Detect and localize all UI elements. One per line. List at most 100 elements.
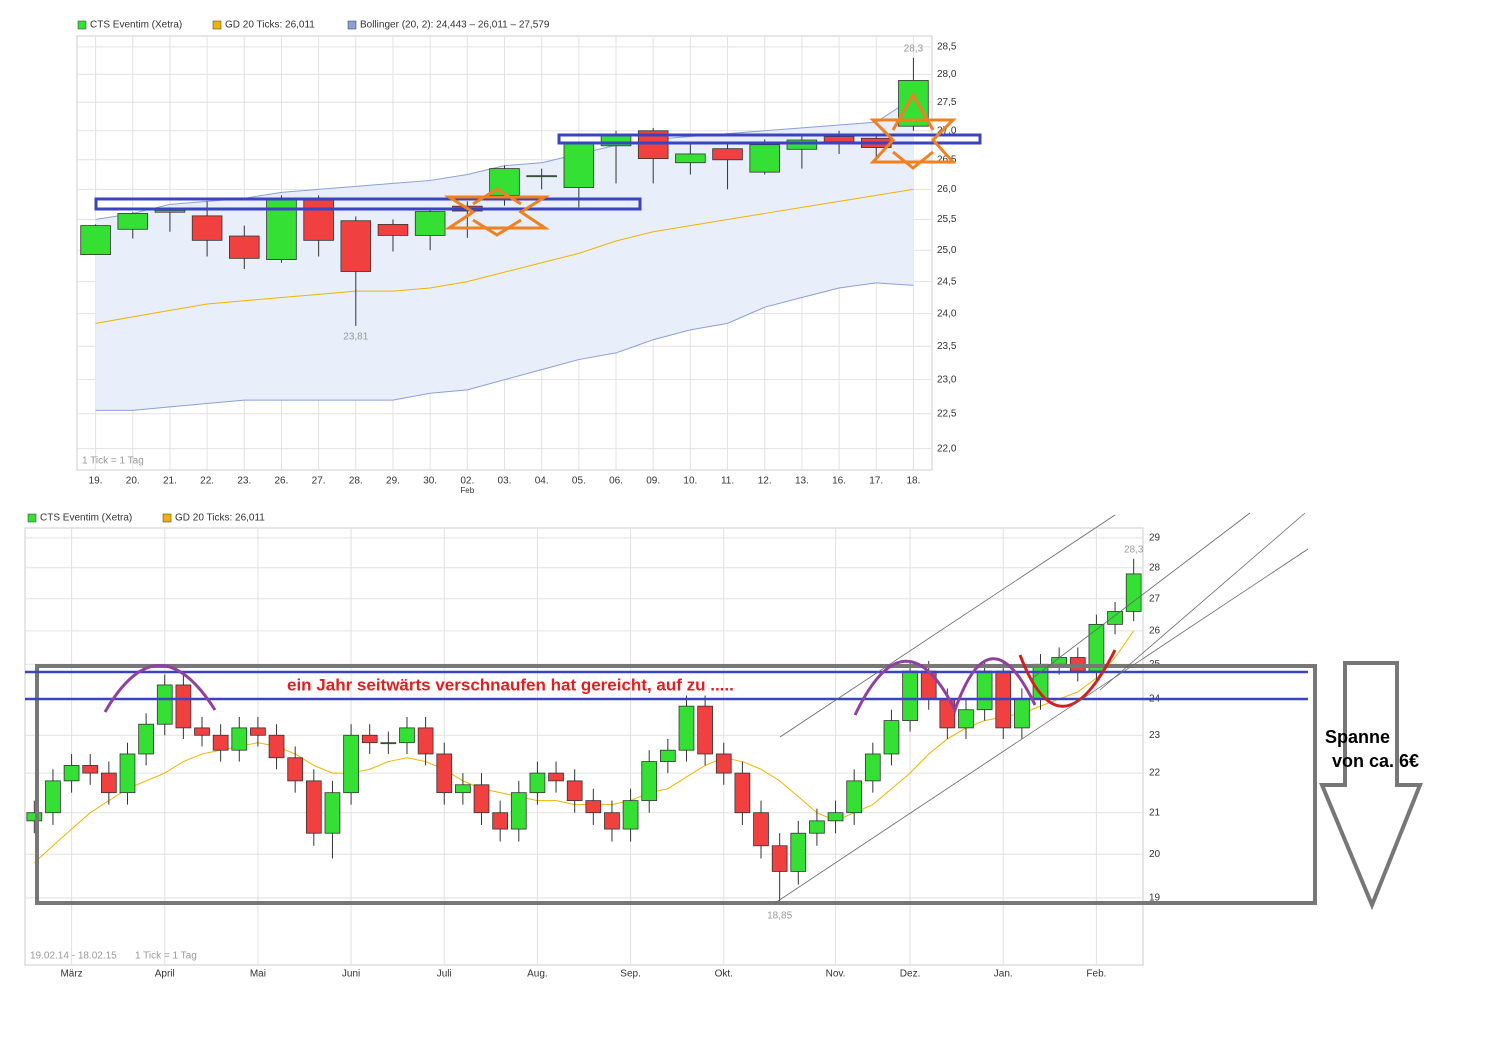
x-tick-label: März	[60, 969, 82, 980]
y-tick-label: 29	[1149, 533, 1161, 544]
candle-body	[82, 764, 99, 774]
tick-note: 1 Tick = 1 Tag	[135, 951, 197, 962]
y-tick-label: 27,0	[937, 125, 957, 136]
candle-body	[117, 213, 149, 230]
candle-body	[771, 845, 788, 872]
candle-body	[1107, 611, 1123, 625]
star	[869, 91, 957, 170]
candle-body	[827, 812, 844, 822]
y-tick-label: 21	[1149, 807, 1161, 818]
headline: ein Jahr seitwärts verschnaufen hat gere…	[287, 675, 734, 694]
y-tick-label: 26,0	[937, 184, 957, 195]
y-tick-label: 27	[1149, 593, 1161, 604]
moving-average	[95, 188, 914, 324]
span-text: Spanne	[1325, 727, 1390, 747]
candle-body	[734, 772, 751, 814]
x-tick-label: 04.	[535, 476, 549, 487]
x-tick-label: Dez.	[900, 969, 921, 980]
candle-body	[809, 820, 825, 834]
plot-area	[24, 527, 1144, 966]
candle-body	[864, 753, 881, 782]
overlay	[25, 91, 1423, 911]
candle-body	[604, 812, 620, 830]
x-tick-label: 21.	[163, 476, 177, 487]
x-tick-label: Nov.	[826, 969, 846, 980]
bollinger-lower	[95, 282, 914, 411]
y-tick-label: 25,0	[937, 245, 957, 256]
date-range: 19.02.14 - 18.02.15	[30, 951, 117, 962]
x-tick-label: 29.	[386, 476, 400, 487]
y-tick-label: 23,5	[937, 341, 957, 352]
x-tick-label: 09.	[646, 476, 660, 487]
arrow	[1319, 661, 1423, 911]
candle-body	[1125, 573, 1142, 612]
x-tick-label: 06.	[609, 476, 623, 487]
x-tick-label: Jan.	[994, 969, 1013, 980]
y-tick-label: 26,5	[937, 154, 957, 165]
x-tick-label: 23.	[237, 476, 251, 487]
candle-body	[212, 734, 229, 751]
y-tick-label: 22,0	[937, 443, 957, 454]
candle-body	[958, 709, 974, 729]
candle-body	[622, 800, 639, 830]
candle-body	[377, 223, 409, 236]
box	[557, 133, 982, 145]
candle-body	[529, 772, 546, 794]
candle-body	[749, 144, 780, 173]
y-tick-label: 24,5	[937, 276, 957, 287]
legend-swatch	[212, 20, 222, 30]
legend-label: Bollinger (20, 2): 24,443 – 26,011 – 27,…	[360, 20, 550, 31]
legend-swatch	[162, 513, 172, 523]
candle-body	[976, 670, 993, 711]
low-label: 18,85	[767, 910, 792, 921]
candle-body	[250, 727, 266, 736]
candle-body	[156, 684, 173, 725]
legend-label: CTS Eventim (Xetra)	[40, 513, 132, 524]
y-tick-label: 25,5	[937, 214, 957, 225]
x-tick-label: 11.	[721, 476, 734, 487]
legend-swatch	[347, 20, 357, 30]
y-tick-label: 27,5	[937, 97, 957, 108]
candle-body	[324, 792, 341, 834]
candle-body	[436, 753, 453, 794]
candle-body	[563, 143, 595, 188]
candle-body	[287, 757, 304, 782]
legend-swatch	[27, 513, 37, 523]
y-tick-label: 28	[1149, 562, 1161, 573]
y-tick-label: 23,0	[937, 374, 957, 385]
x-tick-label: 18.	[906, 476, 920, 487]
candle-body	[786, 139, 818, 150]
candle-body	[659, 749, 676, 762]
candle-body	[790, 832, 807, 872]
x-tick-label: 20.	[126, 476, 140, 487]
candle-body	[675, 153, 706, 164]
moving-average	[33, 630, 1135, 864]
legend-label: GD 20 Ticks: 26,011	[175, 513, 265, 524]
candle-body	[1014, 698, 1030, 729]
candle-body	[641, 761, 658, 802]
low-label: 23,81	[343, 332, 368, 343]
arc	[853, 657, 1037, 716]
candle-body	[753, 812, 769, 847]
candle-body	[154, 210, 186, 213]
candle-body	[191, 215, 223, 241]
y-tick-label: 28,5	[937, 41, 957, 52]
x-tick-label: 22.	[200, 476, 214, 487]
y-tick-label: 20	[1149, 849, 1161, 860]
candle-body	[585, 800, 602, 814]
x-tick-label: 03.	[498, 476, 512, 487]
candle-body	[883, 720, 900, 755]
candle-body	[902, 670, 918, 721]
box	[94, 197, 642, 211]
candle-body	[194, 727, 210, 736]
candle-body	[678, 705, 695, 751]
candle-body	[697, 705, 713, 755]
candle-body	[1051, 657, 1068, 665]
y-tick-label: 22,5	[937, 408, 957, 419]
candle-body	[715, 753, 732, 774]
high-label: 28,3	[1124, 544, 1144, 555]
candle-body	[361, 734, 378, 744]
range-box	[35, 664, 1317, 905]
x-tick-label: Sep.	[620, 969, 641, 980]
x-tick-label: 02.	[460, 476, 474, 487]
